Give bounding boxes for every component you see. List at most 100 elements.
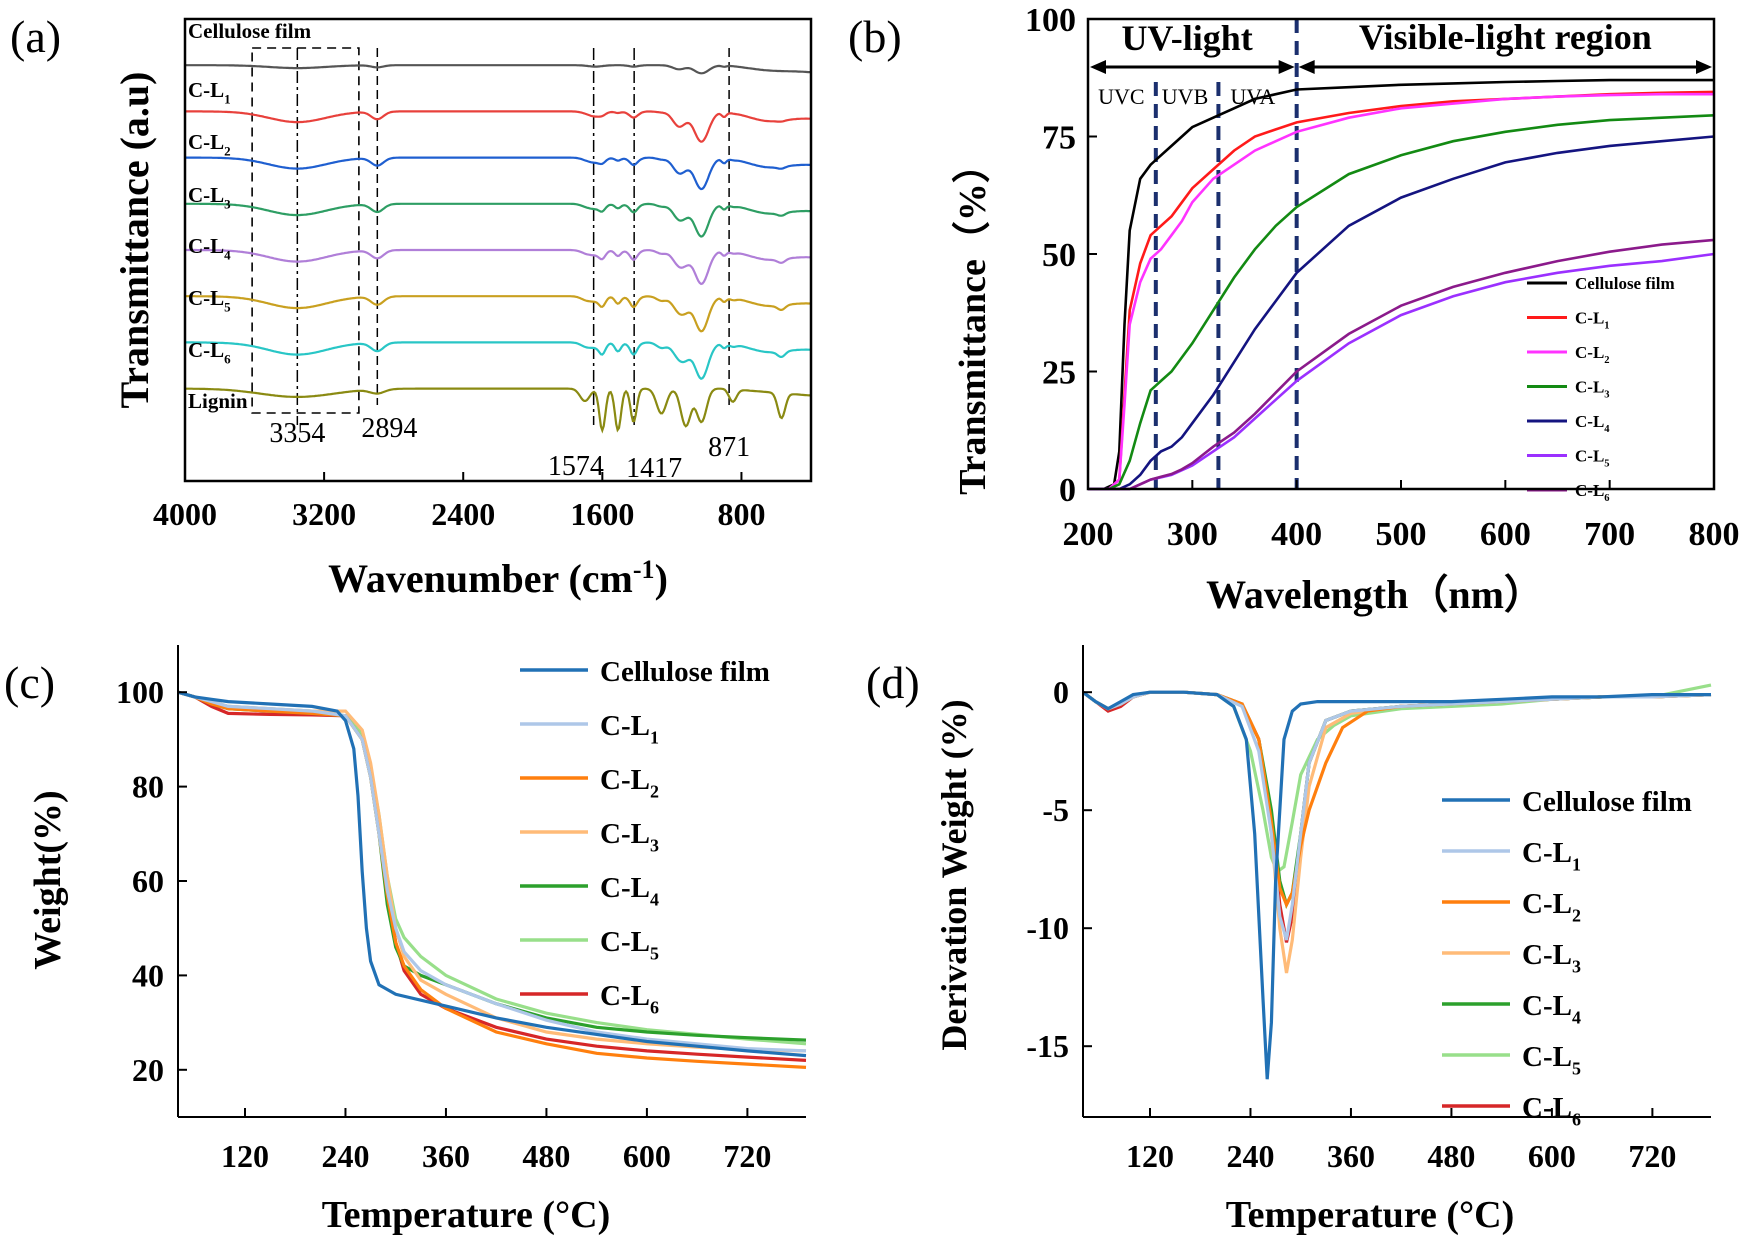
x-tick-label: 120 [221, 1138, 269, 1174]
x-tick-label: 360 [422, 1138, 470, 1174]
legend-label: C-L2 [1522, 888, 1581, 926]
y-tick-label: 80 [132, 769, 164, 805]
x-tick-label: 300 [1167, 516, 1218, 553]
legend-label: C-L6 [600, 980, 659, 1018]
y-tick-label: -10 [1026, 910, 1069, 946]
x-tick-label: 360 [1327, 1138, 1375, 1174]
legend-label: Cellulose film [600, 656, 770, 688]
panel-d-xlabel: Temperature (°C) [1226, 1194, 1515, 1236]
uv-band-label: UVC [1098, 84, 1144, 109]
y-tick-label: -5 [1042, 792, 1069, 828]
y-tick-label: 75 [1042, 120, 1076, 157]
legend-label: C-L1 [1522, 837, 1581, 875]
panel-label-d: (d) [866, 657, 920, 708]
legend-label: C-L5 [600, 926, 659, 964]
panel-b-uvvis-chart: (b) Transmittance（%） Wavelength（nm） UV-l… [848, 2, 1740, 617]
x-tick-label: 800 [717, 496, 765, 532]
y-tick-label: 50 [1042, 237, 1076, 274]
panel-b-ylabel: Transmittance（%） [952, 145, 994, 495]
legend-label: C-L2 [1575, 343, 1610, 366]
x-tick-label: 600 [623, 1138, 671, 1174]
thermal-series-line [1082, 690, 1711, 1080]
panel-label-a: (a) [10, 11, 61, 62]
legend-label: C-L1 [600, 710, 659, 748]
legend-label: C-L4 [600, 872, 659, 910]
x-tick-label: 3200 [292, 496, 356, 532]
ftir-series-label: C-L4 [188, 234, 231, 262]
x-tick-label: 4000 [153, 496, 217, 532]
legend-label: Cellulose film [1522, 786, 1692, 818]
x-tick-label: 720 [1628, 1138, 1676, 1174]
region-label-visible: Visible-light region [1359, 17, 1652, 57]
y-tick-label: 0 [1059, 472, 1076, 509]
x-tick-label: 720 [723, 1138, 771, 1174]
panel-label-c: (c) [4, 657, 55, 708]
ftir-series-line [185, 110, 811, 143]
x-tick-label: 600 [1528, 1138, 1576, 1174]
y-tick-label: 100 [116, 674, 164, 710]
panel-a-ylabel: Transmittance (a.u) [112, 72, 157, 409]
uvvis-series-line [1088, 135, 1715, 491]
y-tick-label: 40 [132, 957, 164, 993]
uv-band-label: UVB [1162, 84, 1208, 109]
ftir-series-line [185, 387, 812, 434]
x-tick-label: 800 [1689, 516, 1740, 553]
uvvis-series-line [1088, 114, 1715, 491]
thermal-series-line [1082, 690, 1712, 941]
ftir-series-label: C-L3 [188, 183, 231, 211]
x-tick-label: 500 [1376, 516, 1427, 553]
uvvis-series-line [1088, 78, 1714, 491]
y-tick-label: -15 [1026, 1028, 1069, 1064]
ftir-peak-label: 1574 [548, 451, 604, 482]
x-tick-label: 400 [1271, 516, 1322, 553]
ftir-series-label: Cellulose film [188, 19, 312, 43]
panel-a-plot-frame [183, 17, 813, 483]
ftir-peak-label: 3354 [269, 418, 325, 449]
x-tick-label: 2400 [431, 496, 495, 532]
legend-label: C-L5 [1575, 447, 1610, 470]
region-arrow-head [1090, 60, 1106, 74]
legend-label: C-L4 [1522, 990, 1581, 1028]
ftir-series-line [185, 202, 811, 238]
ftir-peak-label: 1417 [626, 453, 682, 484]
legend-label: C-L3 [600, 818, 659, 856]
panel-b-plot-frame [1086, 17, 1716, 491]
y-tick-label: 20 [132, 1052, 164, 1088]
x-tick-label: 480 [522, 1138, 570, 1174]
ftir-peak-label: 871 [708, 432, 750, 463]
legend-label: C-L2 [600, 764, 659, 802]
ftir-series-label: C-L1 [188, 78, 231, 106]
y-tick-label: 25 [1042, 355, 1076, 392]
legend-label: Cellulose film [1575, 274, 1675, 293]
panel-d-dtg-chart: (d) Derivation Weight (%) Temperature (°… [866, 645, 1712, 1236]
y-tick-label: 0 [1053, 674, 1069, 710]
x-tick-label: 700 [1584, 516, 1635, 553]
x-tick-label: 240 [1226, 1138, 1274, 1174]
panel-a-ftir-chart: (a) Transmittance (a.u) Wavenumber (cm-1… [10, 11, 813, 601]
x-tick-label: 600 [1480, 516, 1531, 553]
ftir-oh-band-box [251, 47, 360, 414]
ftir-series-label: C-L6 [188, 338, 231, 366]
ftir-series-label: C-L2 [188, 130, 231, 158]
region-label-uv: UV-light [1121, 18, 1252, 58]
panel-d-ylabel: Derivation Weight (%) [934, 699, 974, 1050]
region-arrow-head [1278, 60, 1295, 74]
ftir-series-line [185, 248, 811, 286]
x-tick-label: 200 [1063, 516, 1114, 553]
y-tick-label: 60 [132, 863, 164, 899]
ftir-series-line [185, 64, 812, 75]
uv-band-label: UVA [1230, 84, 1275, 109]
thermal-series-line [177, 690, 807, 1058]
legend-label: C-L4 [1575, 412, 1610, 435]
x-tick-label: 480 [1427, 1138, 1475, 1174]
thermal-series-line [177, 690, 807, 1069]
uvvis-series-line [1088, 238, 1715, 491]
region-arrow-head [1696, 60, 1712, 74]
ftir-series-label: Lignin [188, 389, 248, 413]
panel-c-tga-chart: (c) Weight(%) Temperature (°C) Cellulose… [4, 645, 807, 1236]
panel-b-xlabel: Wavelength（nm） [1206, 572, 1544, 617]
legend-label: C-L5 [1522, 1041, 1581, 1079]
ftir-series-label: C-L5 [188, 286, 231, 314]
ftir-series-line [185, 156, 811, 191]
